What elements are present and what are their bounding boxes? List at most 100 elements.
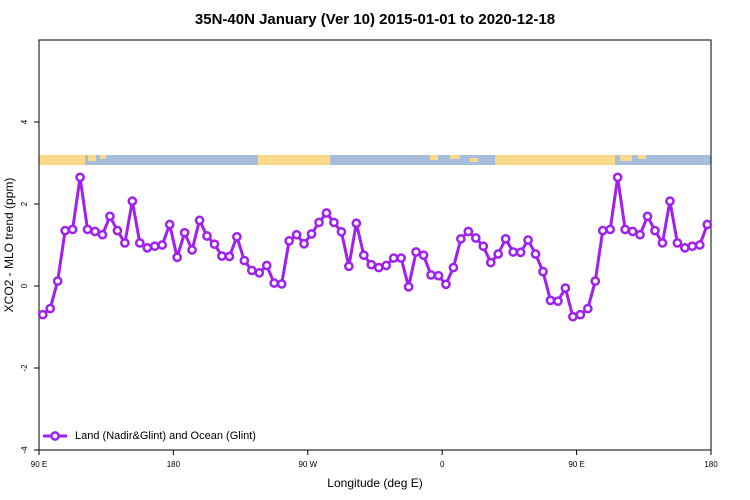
data-point xyxy=(306,229,317,239)
data-point xyxy=(194,215,205,226)
data-point xyxy=(590,276,601,286)
data-point xyxy=(530,249,541,259)
series-line xyxy=(41,175,709,319)
data-point xyxy=(597,225,608,236)
legend-marker xyxy=(50,431,60,441)
y-tick-label: -2 xyxy=(20,364,29,372)
data-point xyxy=(149,241,160,252)
data-point xyxy=(620,224,630,235)
data-point xyxy=(209,239,220,250)
land-ocean-strip xyxy=(39,155,711,165)
data-point xyxy=(500,234,511,244)
data-point xyxy=(97,229,108,240)
y-tick-label: 4 xyxy=(20,119,29,124)
data-point xyxy=(67,224,78,235)
data-point xyxy=(478,241,489,252)
data-point xyxy=(687,241,698,252)
data-point xyxy=(635,229,645,240)
data-point xyxy=(515,247,526,258)
data-point xyxy=(329,217,339,228)
x-tick-label: 180 xyxy=(704,460,718,469)
data-point xyxy=(605,224,616,235)
data-point xyxy=(112,225,123,236)
data-point xyxy=(702,219,713,230)
data-point xyxy=(657,238,668,248)
x-axis-label: Longitude (deg E) xyxy=(327,476,422,490)
chart-title: 35N-40N January (Ver 10) 2015-01-01 to 2… xyxy=(195,11,555,28)
data-point xyxy=(269,278,280,288)
data-point xyxy=(470,233,481,243)
data-point xyxy=(575,309,586,320)
data-point xyxy=(403,281,414,292)
y-axis-label: XCO2 - MLO trend (ppm) xyxy=(2,178,16,313)
data-point xyxy=(582,303,593,314)
data-point xyxy=(441,279,451,290)
data-point xyxy=(351,218,362,229)
data-point xyxy=(485,257,496,268)
x-tick-label: 90 W xyxy=(298,460,317,469)
data-point xyxy=(134,238,145,248)
y-tick-label: 0 xyxy=(20,283,29,288)
data-point xyxy=(157,240,168,250)
data-point xyxy=(396,253,406,263)
data-point xyxy=(642,211,653,222)
data-point xyxy=(433,270,444,281)
data-point xyxy=(232,231,242,242)
legend-label: Land (Nadir&Glint) and Ocean (Glint) xyxy=(75,430,256,442)
y-tick-label: 2 xyxy=(20,201,29,206)
data-point xyxy=(172,252,182,263)
data-point xyxy=(553,296,563,307)
data-point xyxy=(127,196,138,206)
x-tick-label: 180 xyxy=(167,460,181,469)
x-tick-label: 0 xyxy=(440,460,445,469)
data-point xyxy=(60,225,70,236)
data-point xyxy=(246,265,257,276)
data-point xyxy=(239,255,250,266)
data-point xyxy=(612,172,623,183)
data-point xyxy=(456,234,466,244)
y-tick-label: -4 xyxy=(20,446,29,454)
data-point xyxy=(187,245,197,255)
data-point xyxy=(650,225,660,236)
data-point xyxy=(568,311,578,322)
data-point xyxy=(463,226,474,237)
data-point xyxy=(254,268,265,278)
data-point xyxy=(284,236,294,246)
data-point xyxy=(321,208,332,218)
plot-frame xyxy=(38,39,712,451)
data-point xyxy=(105,211,115,222)
data-point xyxy=(120,238,130,248)
data-point xyxy=(261,260,272,271)
data-point xyxy=(388,253,399,263)
data-point xyxy=(75,172,85,183)
data-point xyxy=(627,226,638,237)
data-point xyxy=(358,250,369,261)
x-tick-label: 90 E xyxy=(568,460,584,469)
x-tick-label: 90 E xyxy=(31,460,47,469)
data-point xyxy=(680,243,690,253)
data-point xyxy=(142,243,153,253)
data-point xyxy=(411,247,421,257)
data-point xyxy=(672,238,683,248)
data-point xyxy=(164,219,175,230)
data-point xyxy=(45,303,56,314)
data-point xyxy=(336,227,347,237)
data-point xyxy=(217,251,227,261)
data-point xyxy=(299,238,309,249)
data-point xyxy=(373,262,384,273)
data-point xyxy=(90,226,100,237)
data-point xyxy=(665,196,675,206)
data-point xyxy=(179,227,190,238)
data-point xyxy=(202,231,212,241)
data-point xyxy=(694,240,705,250)
data-point xyxy=(508,247,518,257)
data-point xyxy=(37,309,48,320)
data-point xyxy=(493,249,504,259)
data-point xyxy=(82,224,93,235)
data-point xyxy=(381,260,392,271)
data-point xyxy=(344,261,354,272)
data-point xyxy=(291,229,302,240)
data-point xyxy=(418,250,429,261)
data-point xyxy=(448,262,459,273)
